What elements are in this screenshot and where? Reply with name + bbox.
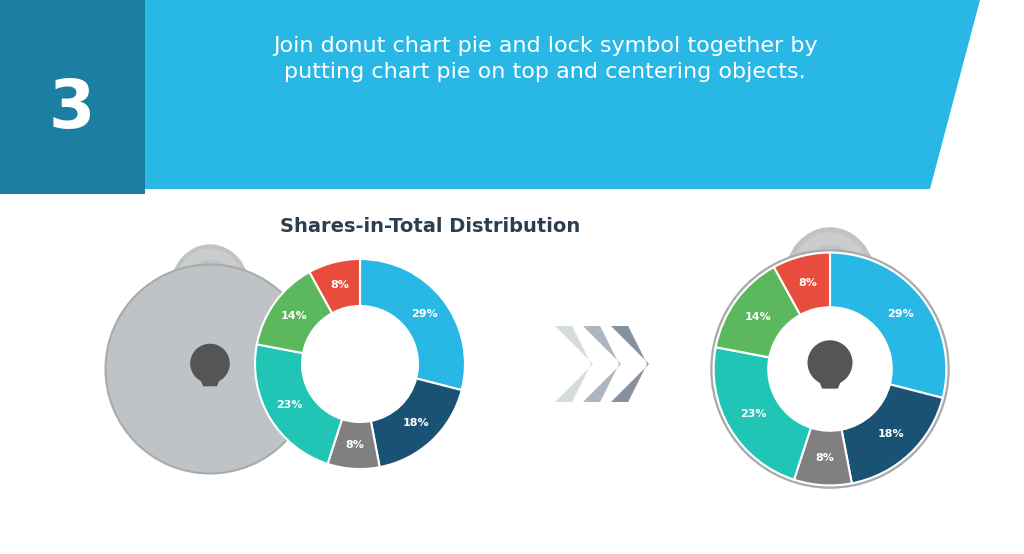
Wedge shape [716, 267, 800, 357]
Wedge shape [255, 345, 342, 464]
Wedge shape [830, 253, 946, 398]
Circle shape [190, 343, 229, 383]
Circle shape [302, 306, 418, 422]
Wedge shape [714, 347, 811, 480]
Text: 18%: 18% [402, 418, 429, 428]
Circle shape [768, 307, 892, 431]
Text: 14%: 14% [744, 312, 771, 322]
Polygon shape [611, 326, 649, 402]
Text: 23%: 23% [740, 409, 767, 419]
Polygon shape [814, 370, 846, 388]
Wedge shape [360, 259, 465, 390]
Text: 8%: 8% [799, 278, 817, 288]
Polygon shape [197, 370, 224, 386]
Text: 29%: 29% [887, 310, 913, 320]
Wedge shape [794, 428, 852, 485]
Polygon shape [583, 326, 621, 402]
Circle shape [105, 264, 314, 474]
Wedge shape [257, 272, 332, 353]
Text: 29%: 29% [411, 309, 438, 319]
Text: 8%: 8% [815, 453, 834, 463]
Text: 18%: 18% [878, 429, 904, 439]
Wedge shape [309, 259, 360, 313]
Text: 8%: 8% [345, 440, 365, 450]
Wedge shape [328, 419, 380, 469]
Polygon shape [0, 0, 145, 194]
Polygon shape [110, 189, 145, 194]
Polygon shape [110, 0, 980, 189]
Text: 23%: 23% [276, 401, 303, 411]
Wedge shape [842, 384, 943, 483]
Text: 8%: 8% [331, 280, 349, 290]
Text: Shares-in-Total Distribution: Shares-in-Total Distribution [280, 217, 581, 235]
Polygon shape [555, 326, 593, 402]
Text: Join donut chart pie and lock symbol together by
putting chart pie on top and ce: Join donut chart pie and lock symbol tog… [272, 36, 817, 82]
Circle shape [808, 340, 853, 385]
Wedge shape [774, 253, 830, 315]
Text: 14%: 14% [281, 311, 307, 321]
Circle shape [712, 250, 949, 488]
Wedge shape [371, 378, 462, 467]
Text: 3: 3 [49, 76, 95, 142]
